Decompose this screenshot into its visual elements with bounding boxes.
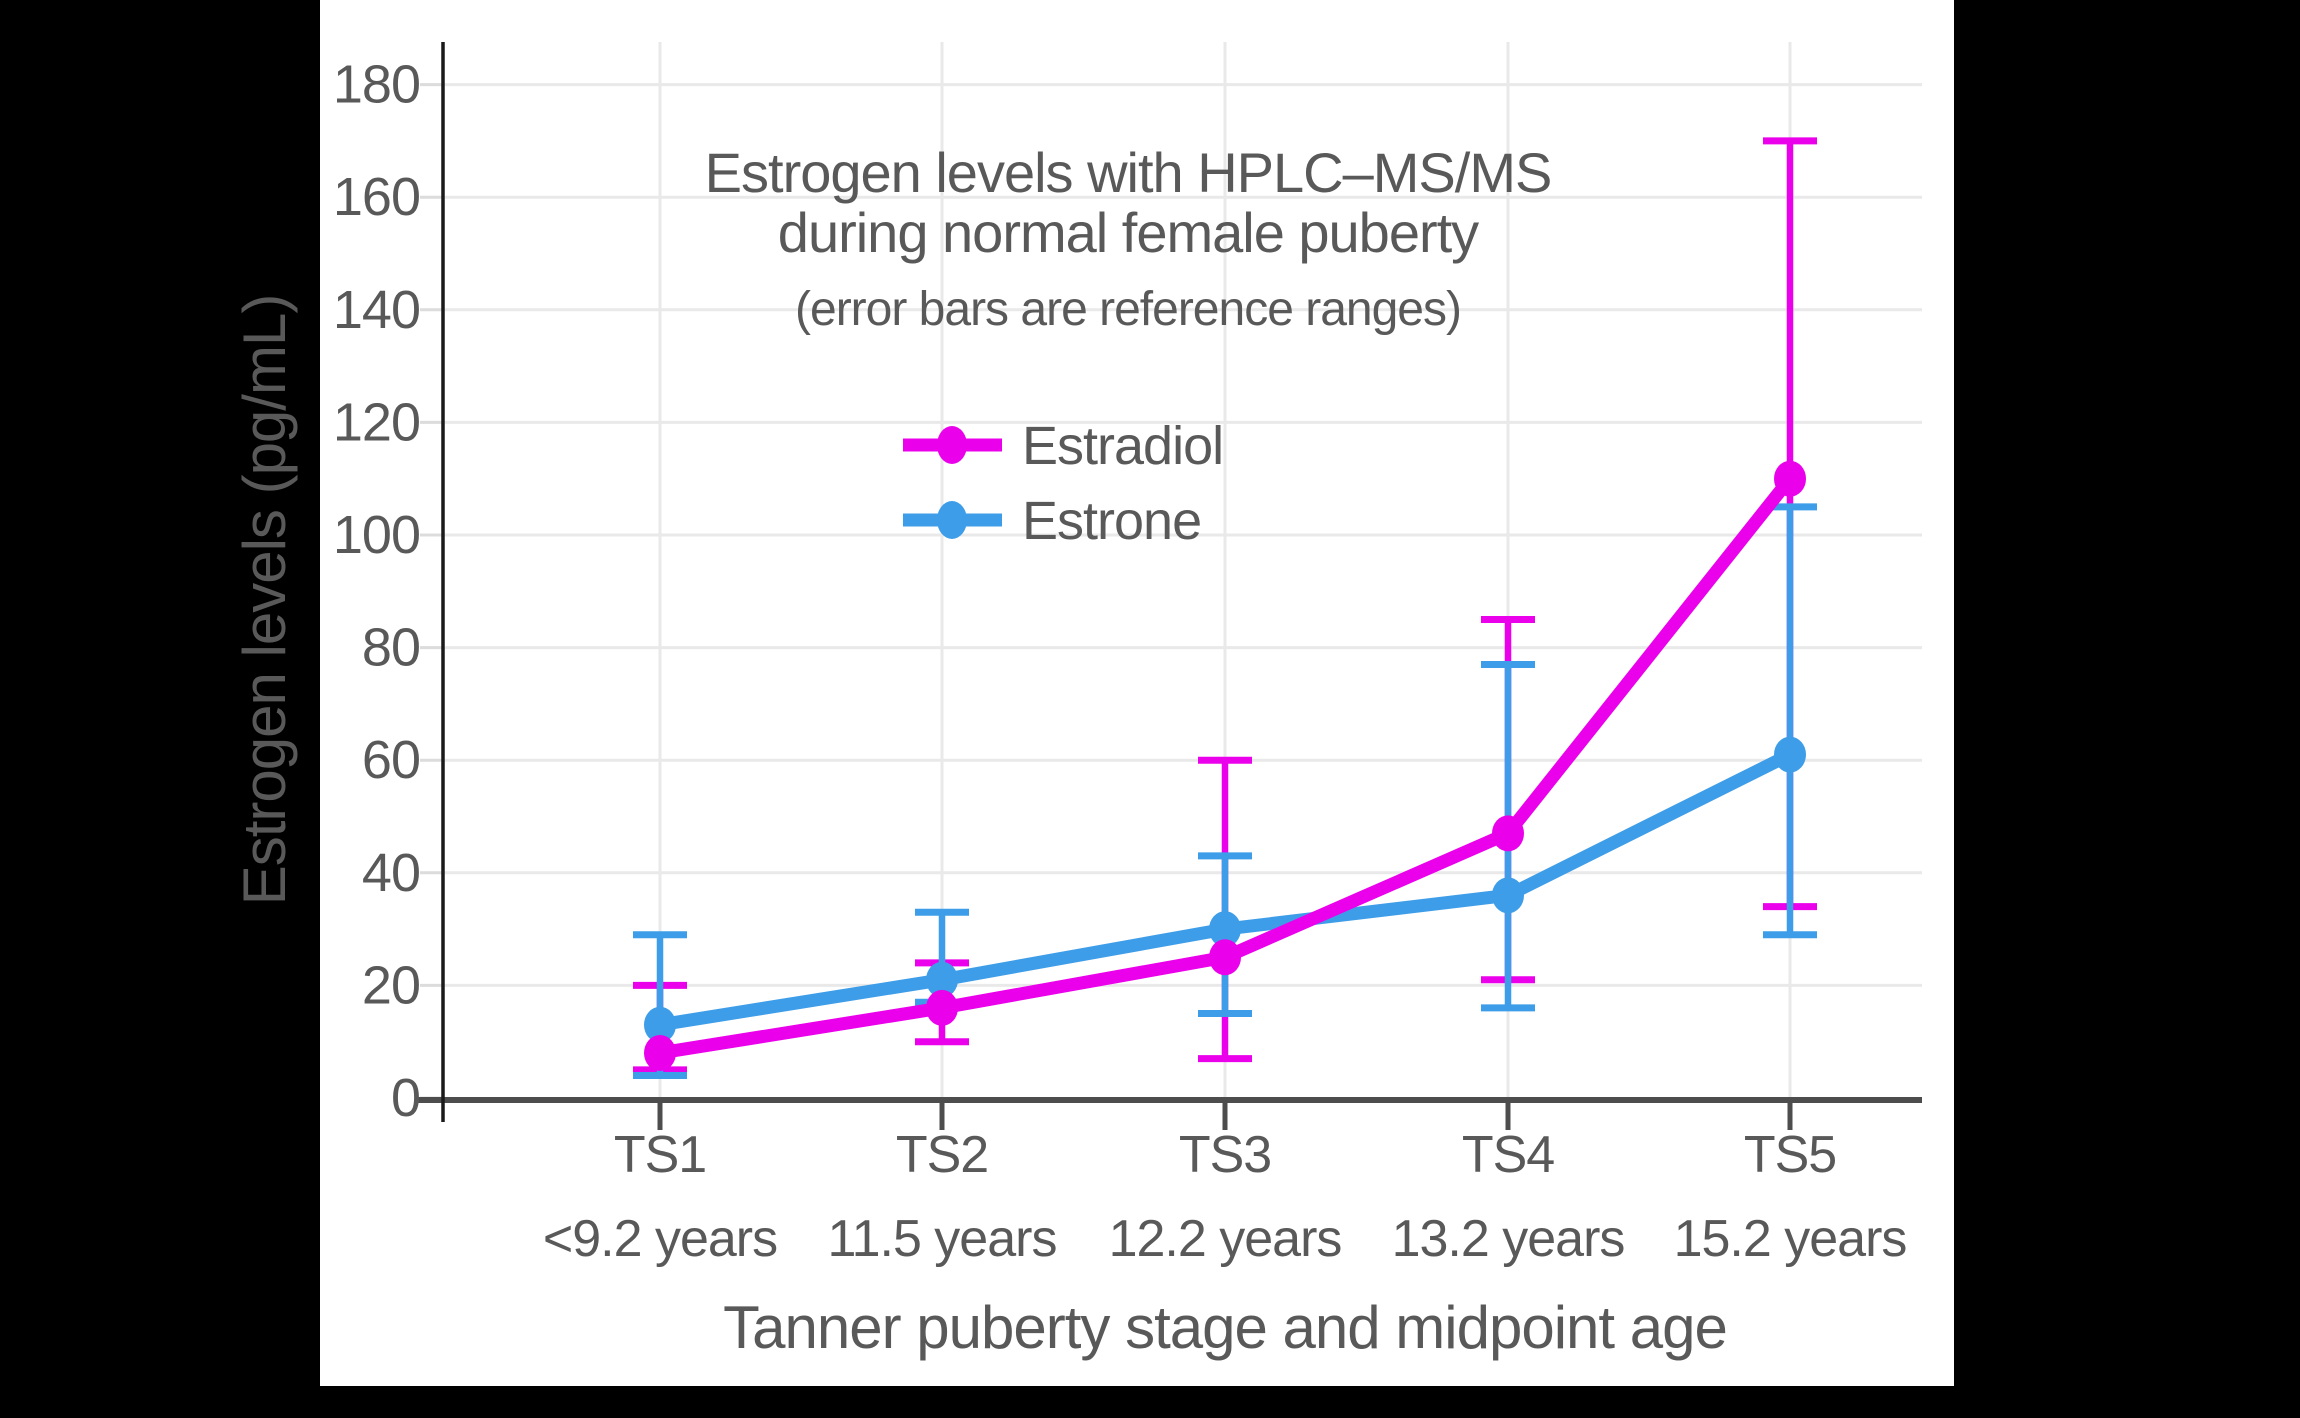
- y-tick-label: 120: [333, 392, 420, 452]
- chart-subtitle: (error bars are reference ranges): [795, 283, 1461, 336]
- error-bar-layer: [633, 137, 1817, 1079]
- category-tick-label: TS2: [896, 1126, 988, 1184]
- y-tick-label: 0: [391, 1068, 420, 1128]
- category-age-label: 11.5 years: [828, 1210, 1057, 1268]
- plot-panel: [320, 0, 1954, 1386]
- chart-title-line1: Estrogen levels with HPLC–MS/MS: [705, 141, 1552, 204]
- legend-label-estrone: Estrone: [1022, 491, 1201, 551]
- estradiol-marker: [1774, 460, 1806, 497]
- y-tick-label: 160: [333, 167, 420, 227]
- legend-swatch-marker-estradiol: [937, 426, 967, 464]
- estradiol-marker: [1492, 815, 1524, 852]
- legend-label-estradiol: Estradiol: [1022, 416, 1223, 476]
- legend-item-estradiol: Estradiol: [903, 416, 1224, 476]
- category-tick-label: TS3: [1179, 1126, 1271, 1184]
- series-layer: [644, 460, 1806, 1071]
- category-tick-label: TS4: [1462, 1126, 1554, 1184]
- estradiol-marker: [1209, 939, 1241, 976]
- estrone-marker: [1774, 736, 1806, 773]
- axes-layer: [415, 42, 1922, 1130]
- y-tick-label: 100: [333, 505, 420, 565]
- chart-title-line2: during normal female puberty: [778, 201, 1479, 264]
- estradiol-marker: [644, 1034, 676, 1071]
- y-tick-label: 80: [362, 618, 420, 678]
- legend: Estradiol Estrone: [903, 416, 1224, 551]
- category-age-label: 12.2 years: [1109, 1210, 1342, 1268]
- estrone-marker: [926, 961, 958, 998]
- y-tick-label: 140: [333, 280, 420, 340]
- legend-swatch-marker-estrone: [937, 501, 967, 539]
- category-tick-label: TS1: [614, 1126, 706, 1184]
- estradiol-marker: [926, 989, 958, 1026]
- y-tick-label: 20: [362, 955, 420, 1015]
- y-tick-label: 60: [362, 730, 420, 790]
- estrone-marker: [644, 1006, 676, 1043]
- category-age-label: 15.2 years: [1674, 1210, 1907, 1268]
- y-tick-label: 180: [333, 55, 420, 115]
- legend-item-estrone: Estrone: [903, 491, 1202, 551]
- y-tick-label: 40: [362, 843, 420, 903]
- y-axis-title: Estrogen levels (pg/mL): [231, 295, 298, 906]
- x-axis-title: Tanner puberty stage and midpoint age: [723, 1294, 1727, 1361]
- category-tick-label: TS5: [1744, 1126, 1836, 1184]
- tick-label-layer: 0 20 40 60 80 100 120 140 160 180 TS1 TS2 TS3 TS4 TS5 <…: [333, 55, 1908, 1268]
- estrone-marker: [1492, 877, 1524, 914]
- category-age-label: <9.2 years: [543, 1210, 777, 1268]
- category-age-label: 13.2 years: [1392, 1210, 1625, 1268]
- gridline-layer: [443, 42, 1922, 1097]
- estrone-marker: [1209, 911, 1241, 948]
